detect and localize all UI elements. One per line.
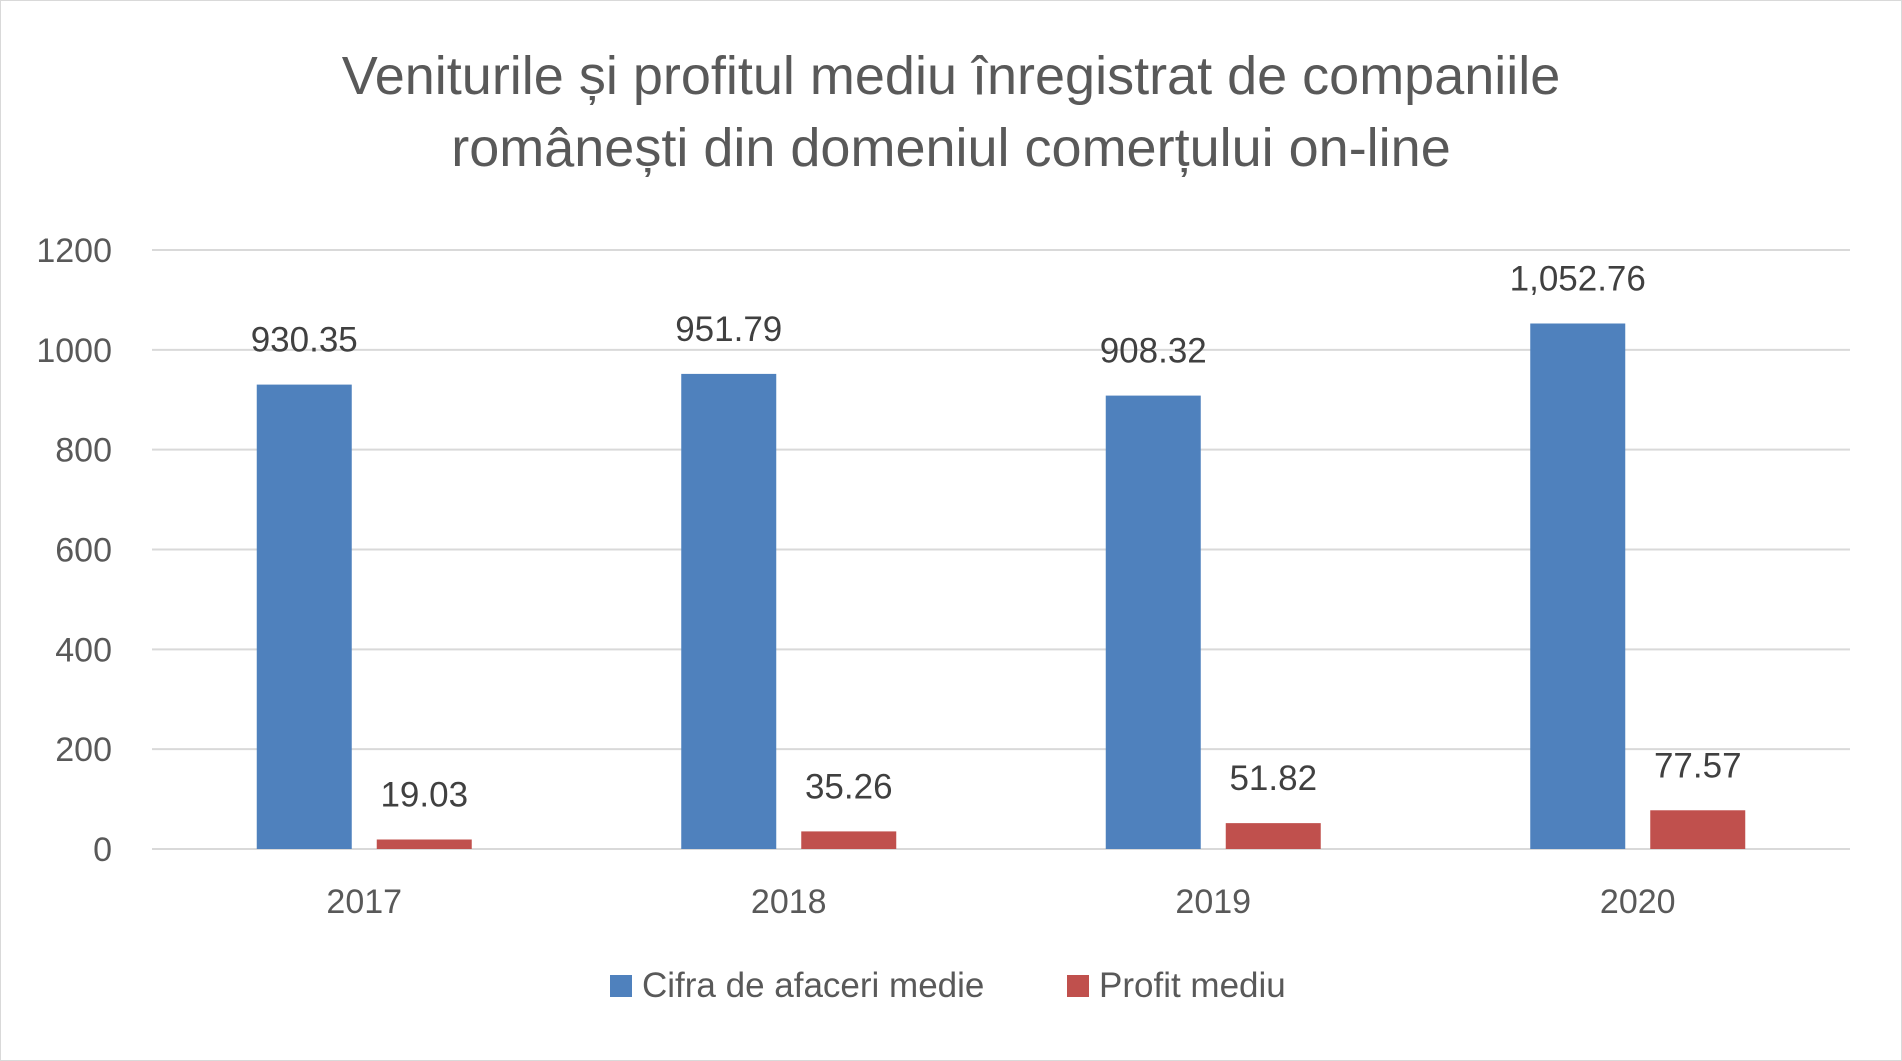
chart-title-line-2: românești din domeniul comerțului on-lin… — [451, 118, 1451, 178]
data-label: 930.35 — [251, 321, 358, 360]
legend-swatch — [1067, 975, 1089, 997]
legend-swatch — [610, 975, 632, 997]
data-label: 908.32 — [1100, 332, 1207, 371]
data-label: 19.03 — [380, 776, 468, 815]
x-tick-label: 2017 — [326, 883, 402, 921]
chart-title: Veniturile și profitul mediu înregistrat… — [0, 40, 1902, 184]
data-labels: 930.35 19.03 951.79 35.26 908.32 51.82 1,052.7… — [251, 259, 1742, 814]
x-tick-label: 2018 — [751, 883, 827, 921]
bar-profit-2020 — [1650, 810, 1746, 849]
legend-label: Cifra de afaceri medie — [642, 966, 984, 1005]
x-axis: 2017 2018 2019 2020 — [326, 883, 1675, 921]
data-label: 51.82 — [1229, 759, 1317, 798]
bar-revenue-2020 — [1530, 323, 1626, 849]
y-tick-label: 200 — [55, 731, 112, 769]
data-label: 77.57 — [1654, 746, 1742, 785]
data-label: 1,052.76 — [1510, 259, 1646, 298]
y-tick-label: 600 — [55, 532, 112, 570]
legend-label: Profit mediu — [1099, 966, 1286, 1005]
x-tick-label: 2020 — [1600, 883, 1676, 921]
y-tick-label: 0 — [93, 831, 112, 869]
data-label: 951.79 — [675, 310, 782, 349]
y-tick-label: 1200 — [36, 232, 112, 270]
legend: Cifra de afaceri medie Profit mediu — [610, 966, 1286, 1005]
bar-profit-2018 — [801, 831, 897, 849]
y-axis: 0 200 400 600 800 1000 1200 — [36, 232, 112, 869]
bar-profit-2019 — [1225, 823, 1321, 849]
bar-revenue-2017 — [256, 384, 352, 849]
x-tick-label: 2019 — [1175, 883, 1251, 921]
chart-title-line-1: Veniturile și profitul mediu înregistrat… — [341, 46, 1561, 106]
bar-revenue-2018 — [681, 373, 777, 849]
y-tick-label: 800 — [55, 432, 112, 470]
y-tick-label: 400 — [55, 631, 112, 669]
bars — [256, 323, 1746, 849]
bar-revenue-2019 — [1105, 395, 1201, 849]
bar-profit-2017 — [376, 839, 472, 849]
data-label: 35.26 — [805, 767, 893, 806]
y-tick-label: 1000 — [36, 332, 112, 370]
